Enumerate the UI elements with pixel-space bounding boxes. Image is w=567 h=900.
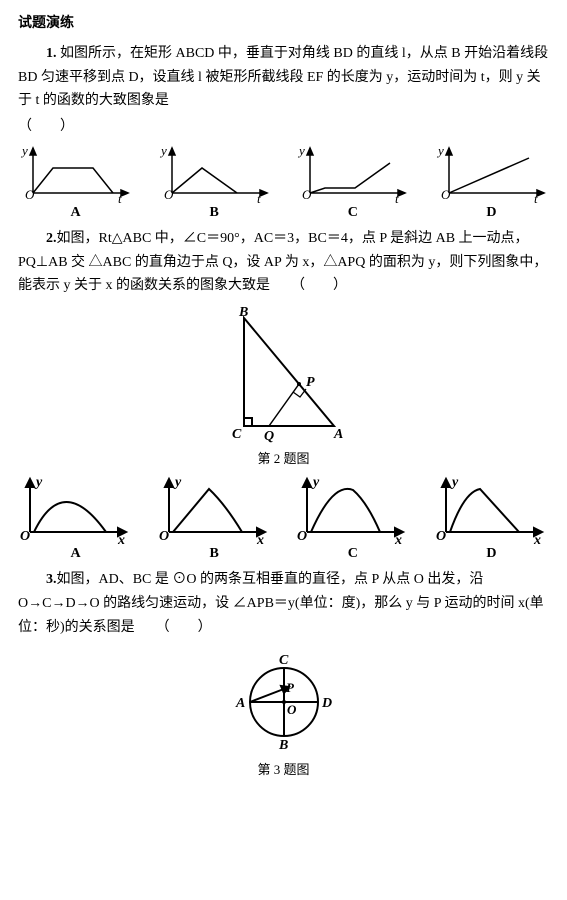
q1-option-a: O t y A — [18, 143, 133, 225]
q2-chart-c: O x y — [295, 474, 410, 544]
q2-triangle: B C A P Q — [214, 306, 354, 446]
axis-origin: O — [436, 529, 446, 544]
axis-y-label: y — [20, 143, 28, 158]
q2-label-b: B — [209, 542, 218, 566]
q2-chart-b: O x y — [157, 474, 272, 544]
q2-label-d: D — [486, 542, 496, 566]
axis-x-label: x — [117, 533, 125, 544]
q1-chart-c: O t y — [295, 143, 410, 203]
axis-x-label: x — [256, 533, 264, 544]
axis-x-label: t — [395, 191, 399, 203]
axis-origin: O — [25, 187, 35, 202]
axis-x-label: x — [533, 533, 541, 544]
axis-x-label: t — [118, 191, 122, 203]
q2-figure: B C A P Q 第 2 题图 — [18, 306, 549, 470]
q1-body: 如图所示，在矩形 ABCD 中，垂直于对角线 BD 的直线 l，从点 B 开始沿… — [18, 46, 548, 109]
q1-chart-a: O t y — [18, 143, 133, 203]
q1-option-d: O t y D — [434, 143, 549, 225]
point-c: C — [279, 653, 289, 668]
axis-origin: O — [164, 187, 174, 202]
q3-body: 如图，AD、BC 是 ⊙O 的两条互相垂直的直径，点 P 从点 O 出发，沿 O… — [18, 572, 544, 635]
q2-option-a: O x y A — [18, 474, 133, 566]
q2-chart-a: O x y — [18, 474, 133, 544]
q1-label-d: D — [486, 201, 496, 225]
q3-text: 3.如图，AD、BC 是 ⊙O 的两条互相垂直的直径，点 P 从点 O 出发，沿… — [18, 568, 549, 639]
axis-y-label: y — [297, 143, 305, 158]
q1-label-b: B — [209, 201, 218, 225]
section-header: 试题演练 — [18, 12, 549, 36]
vertex-b: B — [238, 306, 248, 320]
q2-body: 如图，Rt△ABC 中，∠C＝90°，AC＝3，BC＝4，点 P 是斜边 AB … — [18, 231, 547, 294]
axis-origin: O — [297, 529, 307, 544]
point-o: O — [287, 702, 297, 717]
q1-label-c: C — [348, 201, 358, 225]
q1-options: O t y A O t y B O t y — [18, 143, 549, 225]
point-a: A — [235, 696, 245, 711]
point-p: P — [306, 375, 315, 390]
q1-chart-d: O t y — [434, 143, 549, 203]
q3-figure: C B A D O P 第 3 题图 — [18, 647, 549, 781]
axis-y-label: y — [159, 143, 167, 158]
axis-origin: O — [441, 187, 451, 202]
axis-x-label: t — [534, 191, 538, 203]
point-b: B — [278, 738, 288, 753]
q2-caption: 第 2 题图 — [257, 448, 309, 470]
q2-label-a: A — [70, 542, 80, 566]
q3-num: 3. — [46, 572, 57, 587]
q2-num: 2. — [46, 231, 57, 246]
point-d: D — [321, 696, 332, 711]
axis-y-label: y — [450, 475, 459, 490]
q3-caption: 第 3 题图 — [257, 759, 309, 781]
q1-num: 1. — [46, 46, 57, 61]
axis-origin: O — [302, 187, 312, 202]
point-p: P — [286, 680, 295, 695]
q1-option-b: O t y B — [157, 143, 272, 225]
axis-y-label: y — [311, 475, 320, 490]
vertex-c: C — [232, 427, 242, 442]
point-q: Q — [264, 429, 274, 444]
q1-label-a: A — [70, 201, 80, 225]
axis-origin: O — [20, 529, 30, 544]
q2-options: O x y A O x y B O x y — [18, 474, 549, 566]
q2-chart-d: O x y — [434, 474, 549, 544]
q1-option-c: O t y C — [295, 143, 410, 225]
axis-x-label: x — [394, 533, 402, 544]
q2-text: 2.如图，Rt△ABC 中，∠C＝90°，AC＝3，BC＝4，点 P 是斜边 A… — [18, 227, 549, 298]
q1-text: 1. 如图所示，在矩形 ABCD 中，垂直于对角线 BD 的直线 l，从点 B … — [18, 42, 549, 113]
axis-y-label: y — [436, 143, 444, 158]
q1-chart-b: O t y — [157, 143, 272, 203]
q2-option-b: O x y B — [157, 474, 272, 566]
vertex-a: A — [333, 427, 343, 442]
axis-y-label: y — [34, 475, 43, 490]
q3-circle: C B A D O P — [224, 647, 344, 757]
axis-y-label: y — [173, 475, 182, 490]
q1-blank: （ ） — [18, 115, 549, 139]
q2-label-c: C — [348, 542, 358, 566]
q2-option-c: O x y C — [295, 474, 410, 566]
q2-option-d: O x y D — [434, 474, 549, 566]
axis-origin: O — [159, 529, 169, 544]
axis-x-label: t — [257, 191, 261, 203]
